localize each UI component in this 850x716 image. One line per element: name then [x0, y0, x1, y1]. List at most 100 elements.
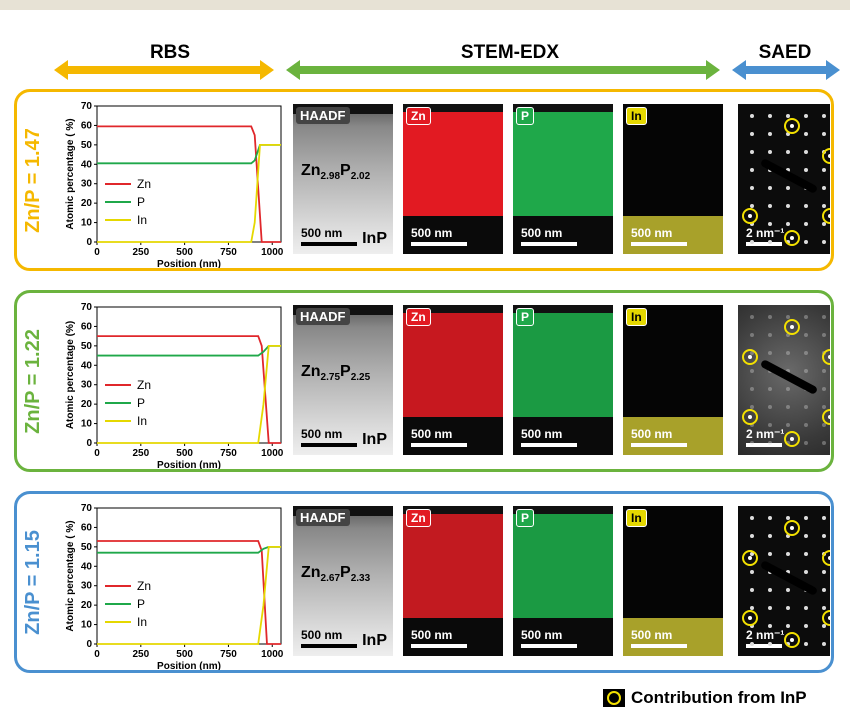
diffraction-spot: [786, 624, 790, 628]
scale-bar: 2 nm⁻¹: [746, 628, 784, 648]
series-line-zn: [97, 125, 281, 243]
in-map: In 500 nm: [623, 506, 723, 656]
diffraction-spot: [822, 588, 826, 592]
top-divider: [0, 0, 850, 10]
x-tick-label: 500: [176, 649, 193, 660]
diffraction-spot: [750, 534, 754, 538]
diffraction-spot: [768, 150, 772, 154]
panel-zn-p-1-47: Zn/P = 1.47 0 10 20 30 40 50 60 70 0 250 500 750 100…: [14, 89, 834, 271]
inp-spot-ring: [784, 319, 800, 335]
y-axis-label: Atomic percentage (%): [65, 321, 76, 429]
scale-bar: 500 nm: [631, 427, 687, 447]
x-tick-label: 0: [94, 649, 100, 660]
diffraction-spot: [786, 606, 790, 610]
zn-label: Zn: [406, 107, 431, 125]
inp-spot-ring: [742, 409, 758, 425]
diffraction-spot: [750, 387, 754, 391]
diffraction-spot: [750, 132, 754, 136]
x-tick-label: 250: [132, 649, 149, 660]
inp-spot-ring: [742, 550, 758, 566]
y-tick-label: 40: [81, 360, 93, 371]
zn-label: Zn: [406, 308, 431, 326]
series-line-p: [97, 344, 281, 357]
rbs-arrow: [54, 60, 274, 80]
diffraction-spot: [822, 132, 826, 136]
haadf-label: HAADF: [296, 509, 350, 526]
series-line-p: [97, 143, 281, 165]
legend-label-p: P: [137, 195, 145, 209]
diffraction-spot: [822, 315, 826, 319]
diffraction-spot: [750, 114, 754, 118]
in-map: In 500 nm: [623, 305, 723, 455]
y-tick-label: 60: [81, 522, 93, 533]
y-tick-label: 70: [81, 101, 93, 112]
inp-spot-ring: [822, 148, 830, 164]
y-tick-label: 0: [86, 639, 92, 650]
diffraction-spot: [768, 315, 772, 319]
inp-spot-ring: [822, 550, 830, 566]
scale-bar: 500 nm: [301, 226, 357, 246]
diffraction-spot: [786, 222, 790, 226]
diffraction-spot: [750, 240, 754, 244]
diffraction-spot: [750, 150, 754, 154]
diffraction-spot: [822, 369, 826, 373]
scale-bar: 500 nm: [631, 628, 687, 648]
diffraction-spot: [786, 588, 790, 592]
diffraction-spot: [804, 351, 808, 355]
y-tick-label: 60: [81, 120, 93, 131]
inp-spot-ring: [784, 520, 800, 536]
diffraction-spot: [804, 606, 808, 610]
diffraction-spot: [786, 186, 790, 190]
panel-zn-p-1-22: Zn/P = 1.22 0 10 20 30 40 50 60 70 0 250 500 750 100…: [14, 290, 834, 472]
x-tick-label: 750: [220, 649, 237, 660]
diffraction-spot: [768, 423, 772, 427]
haadf-image: HAADF Zn2.75P2.25 500 nm InP: [293, 305, 393, 455]
diffraction-spot: [750, 606, 754, 610]
scale-bar: 500 nm: [411, 427, 467, 447]
yellow-ring-icon: [603, 689, 625, 707]
diffraction-spot: [804, 642, 808, 646]
diffraction-spot: [768, 204, 772, 208]
diffraction-spot: [786, 333, 790, 337]
haadf-image: HAADF Zn2.98P2.02 500 nm InP: [293, 104, 393, 254]
diffraction-spot: [804, 441, 808, 445]
saed-arrow: [732, 60, 840, 80]
saed-pattern: 2 nm⁻¹: [738, 506, 830, 656]
scale-bar: 500 nm: [631, 226, 687, 246]
ratio-label: Zn/P = 1.15: [21, 529, 44, 635]
legend-label-in: In: [137, 213, 147, 227]
diffraction-spot: [786, 315, 790, 319]
diffraction-spot: [804, 150, 808, 154]
diffraction-spot: [822, 516, 826, 520]
p-map: P 500 nm: [513, 506, 613, 656]
diffraction-spot: [804, 516, 808, 520]
diffraction-spot: [822, 534, 826, 538]
x-axis-label: Position (nm): [157, 460, 221, 469]
zn-label: Zn: [406, 509, 431, 527]
diffraction-spot: [804, 240, 808, 244]
y-axis-label: Atomic percentage ( %): [65, 118, 76, 229]
diffraction-spot: [750, 369, 754, 373]
header-saed: SAED: [758, 42, 812, 63]
diffraction-spot: [822, 204, 826, 208]
substrate-label: InP: [362, 632, 387, 649]
x-tick-label: 1000: [261, 247, 284, 258]
diffraction-spot: [786, 387, 790, 391]
diffraction-spot: [750, 315, 754, 319]
diffraction-spot: [768, 333, 772, 337]
diffraction-spot: [786, 534, 790, 538]
x-tick-label: 0: [94, 448, 100, 459]
composition-formula: Zn2.98P2.02: [301, 162, 371, 183]
scale-bar: 500 nm: [521, 226, 577, 246]
y-tick-label: 40: [81, 561, 93, 572]
diffraction-spot: [822, 240, 826, 244]
diffraction-spot: [768, 351, 772, 355]
diffraction-spot: [822, 441, 826, 445]
rbs-chart-2: 0 10 20 30 40 50 60 70 0 250 500 750 1000 Position (n…: [65, 302, 284, 469]
inp-spot-ring: [742, 349, 758, 365]
diffraction-spot: [768, 588, 772, 592]
diffraction-spot: [768, 114, 772, 118]
diffraction-spot: [768, 240, 772, 244]
diffraction-spot: [768, 552, 772, 556]
inp-spot-ring: [822, 208, 830, 224]
